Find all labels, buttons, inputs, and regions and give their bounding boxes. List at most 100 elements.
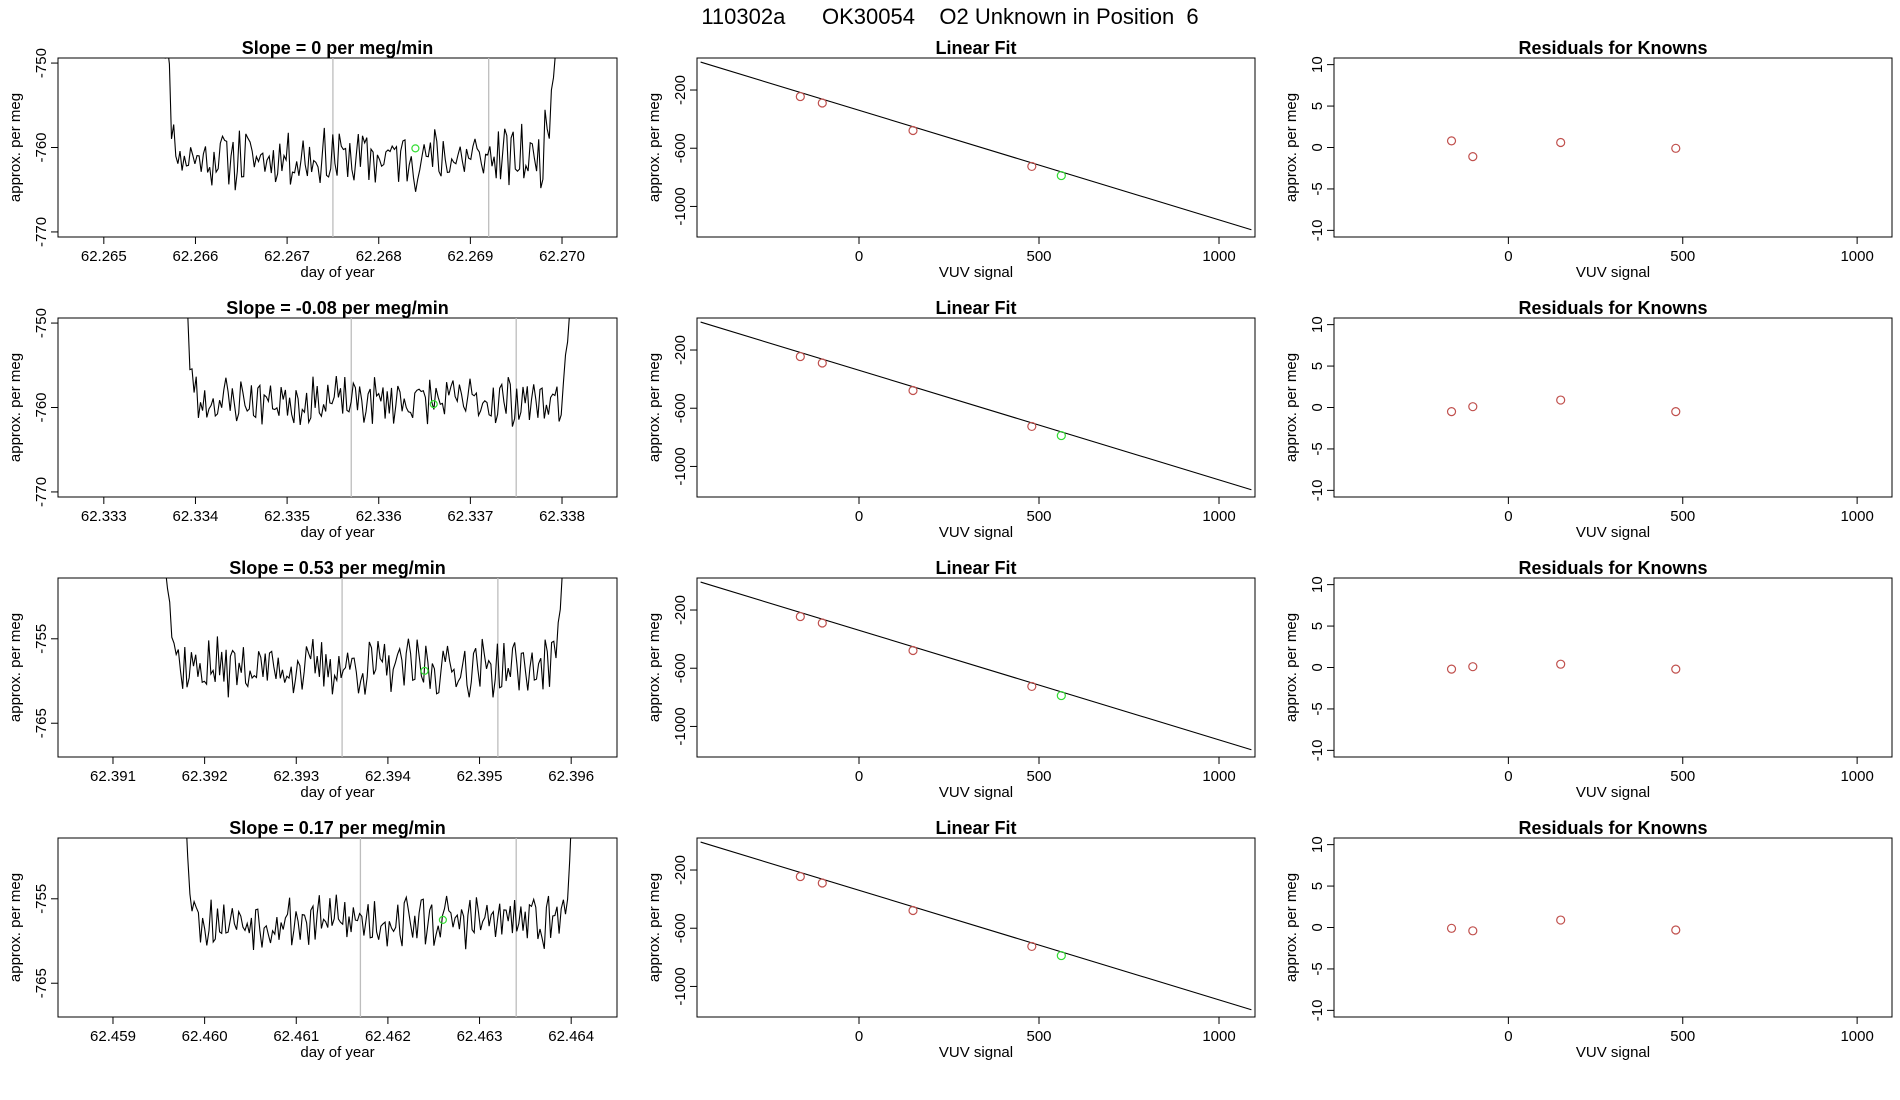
residual-point — [1446, 407, 1457, 417]
panel-title: Slope = 0.53 per meg/min — [229, 558, 446, 578]
y-tick-label: 10 — [1309, 576, 1326, 593]
unknown-marker — [420, 666, 429, 675]
x-tick-label: 1000 — [1840, 768, 1873, 785]
known-point — [795, 91, 805, 102]
x-tick-label: 62.391 — [90, 768, 136, 785]
known-point — [1027, 941, 1037, 952]
y-axis-label: approx. per meg — [646, 93, 663, 202]
x-tick-label: 0 — [1504, 508, 1512, 525]
x-tick-label: 500 — [1026, 1028, 1051, 1045]
y-tick-label: 0 — [1309, 143, 1326, 151]
x-axis-label: day of year — [300, 264, 374, 281]
y-tick-label: 5 — [1309, 362, 1326, 370]
x-tick-label: 500 — [1670, 248, 1695, 265]
panel-title: Residuals for Knowns — [1518, 38, 1707, 58]
panel-title: Linear Fit — [935, 818, 1016, 838]
signal-trace — [165, 578, 563, 698]
y-axis-label: approx. per meg — [1283, 873, 1300, 982]
y-tick-label: -1000 — [672, 447, 689, 485]
y-axis-label: approx. per meg — [7, 93, 24, 202]
x-tick-label: 1000 — [1840, 508, 1873, 525]
x-tick-label: 1000 — [1202, 508, 1235, 525]
x-tick-label: 62.335 — [264, 508, 310, 525]
y-tick-label: 0 — [1309, 403, 1326, 411]
plot-area — [1446, 395, 1681, 417]
x-tick-label: 62.461 — [273, 1028, 319, 1045]
known-point — [817, 98, 827, 108]
known-point — [795, 611, 805, 622]
y-tick-label: -10 — [1309, 1000, 1326, 1022]
y-tick-label: -200 — [672, 335, 689, 365]
x-tick-label: 62.338 — [539, 508, 585, 525]
known-point — [908, 905, 918, 916]
y-tick-label: -5 — [1309, 442, 1326, 455]
y-tick-label: -10 — [1309, 220, 1326, 242]
known-point — [817, 618, 827, 628]
residual-point — [1556, 915, 1566, 925]
plot-area — [700, 581, 1252, 751]
y-tick-label: -760 — [33, 392, 50, 422]
panel-residuals-row-3: Residuals for Knowns 0 500 1000 10 5 0 -5 -10 VUV… — [1283, 818, 1893, 1061]
y-axis-label: approx. per meg — [7, 873, 24, 982]
x-tick-label: 62.336 — [356, 508, 402, 525]
known-point — [908, 385, 918, 396]
x-axis-label: VUV signal — [1576, 1044, 1650, 1061]
plot-area — [700, 321, 1252, 491]
x-tick-label: 62.334 — [173, 508, 219, 525]
residual-point — [1671, 407, 1681, 417]
y-tick-label: -200 — [672, 75, 689, 105]
y-axis-label: approx. per meg — [1283, 613, 1300, 722]
x-tick-label: 62.333 — [81, 508, 127, 525]
panel-title: Slope = -0.08 per meg/min — [226, 298, 449, 318]
y-tick-label: 10 — [1309, 316, 1326, 333]
y-tick-label: -600 — [672, 393, 689, 423]
known-point — [795, 871, 805, 882]
y-axis-label: approx. per meg — [7, 613, 24, 722]
y-tick-label: 5 — [1309, 102, 1326, 110]
residual-point — [1468, 402, 1478, 412]
x-tick-label: 0 — [855, 768, 863, 785]
x-tick-label: 1000 — [1202, 768, 1235, 785]
residual-point — [1446, 664, 1457, 674]
y-tick-label: -200 — [672, 595, 689, 625]
panel-timeseries-row-1: Slope = -0.08 per meg/min 62.333 62.334 62.… — [7, 298, 618, 541]
panel-fit-row-1: Linear Fit 0 500 1000 -200 -600 -1000 VUV signa… — [646, 298, 1256, 541]
x-tick-label: 500 — [1026, 768, 1051, 785]
plot-frame — [1333, 57, 1893, 238]
x-tick-label: 62.462 — [365, 1028, 411, 1045]
x-tick-label: 62.266 — [173, 248, 219, 265]
residual-point — [1446, 136, 1457, 146]
y-axis-label: approx. per meg — [646, 353, 663, 462]
x-tick-label: 62.463 — [457, 1028, 503, 1045]
x-tick-label: 1000 — [1840, 248, 1873, 265]
panel-residuals-row-2: Residuals for Knowns 0 500 1000 10 5 0 -5 -10 VUV… — [1283, 558, 1893, 801]
residual-point — [1556, 659, 1566, 669]
plot-area — [1446, 659, 1681, 674]
y-tick-label: -1000 — [672, 187, 689, 225]
panel-timeseries-row-0: Slope = 0 per meg/min 62.265 62.266 62.267 6… — [7, 38, 618, 281]
x-tick-label: 62.464 — [548, 1028, 594, 1045]
x-tick-label: 500 — [1670, 768, 1695, 785]
y-tick-label: -760 — [33, 132, 50, 162]
x-axis-label: VUV signal — [939, 264, 1013, 281]
panel-title: Residuals for Knowns — [1518, 558, 1707, 578]
plot-frame — [1333, 577, 1893, 758]
x-axis-label: day of year — [300, 524, 374, 541]
y-tick-label: -5 — [1309, 182, 1326, 195]
plot-area — [1446, 136, 1681, 162]
panel-fit-row-3: Linear Fit 0 500 1000 -200 -600 -1000 VUV signa… — [646, 818, 1256, 1061]
fit-line — [700, 61, 1252, 231]
y-tick-label: -200 — [672, 855, 689, 885]
unknown-marker — [411, 144, 420, 153]
x-tick-label: 0 — [1504, 248, 1512, 265]
panel-title: Slope = 0.17 per meg/min — [229, 818, 446, 838]
known-point — [817, 878, 827, 888]
panel-title: Residuals for Knowns — [1518, 818, 1707, 838]
residual-point — [1446, 923, 1457, 933]
y-tick-label: -750 — [33, 308, 50, 338]
x-tick-label: 62.396 — [548, 768, 594, 785]
x-axis-label: day of year — [300, 1044, 374, 1061]
y-tick-label: -10 — [1309, 480, 1326, 502]
x-tick-label: 0 — [855, 508, 863, 525]
panel-title: Slope = 0 per meg/min — [242, 38, 434, 58]
